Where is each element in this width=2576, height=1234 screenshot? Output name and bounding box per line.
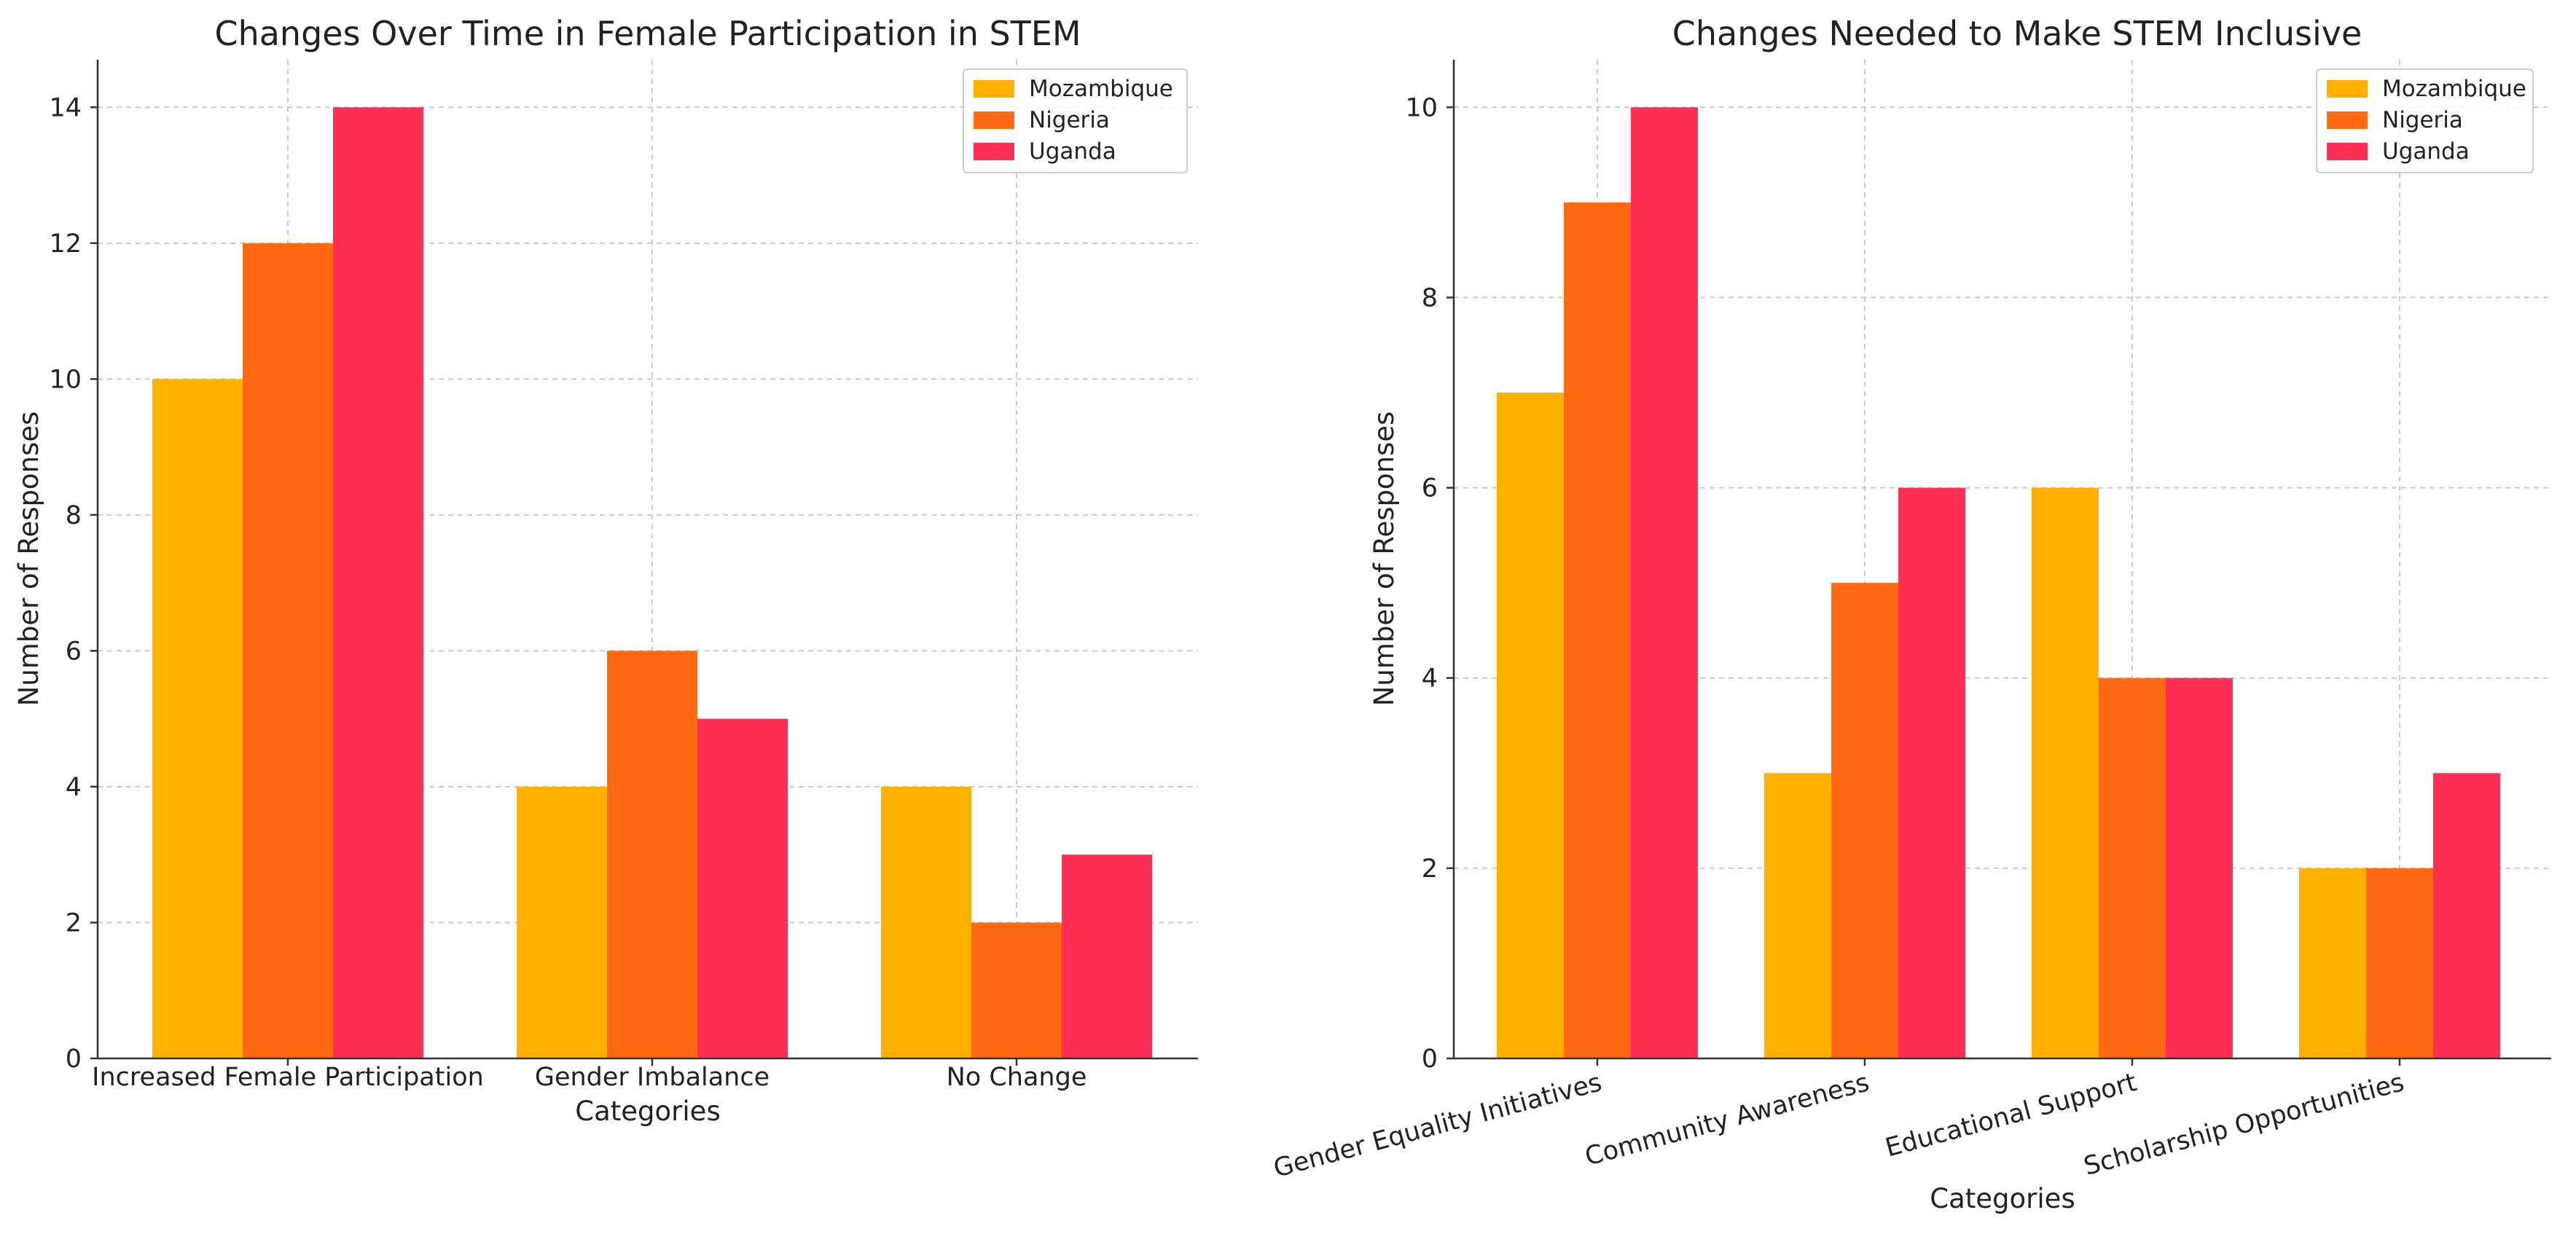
y-tick-label: 0 bbox=[1422, 1045, 1438, 1074]
bar-mozambique-3 bbox=[2032, 487, 2099, 1058]
legend-label-mozambique: Mozambique bbox=[2382, 76, 2526, 102]
bar-uganda-1 bbox=[333, 107, 423, 1058]
y-tick-label: 6 bbox=[1422, 474, 1438, 503]
y-tick-label: 8 bbox=[1422, 283, 1438, 313]
bar-nigeria-4 bbox=[2366, 868, 2433, 1058]
y-tick-label: 6 bbox=[66, 637, 82, 666]
legend-swatch-nigeria bbox=[2327, 111, 2368, 129]
legend-swatch-uganda bbox=[2327, 143, 2368, 160]
y-tick-label: 10 bbox=[1405, 93, 1438, 122]
legend-swatch-uganda bbox=[974, 143, 1014, 160]
legend-swatch-nigeria bbox=[974, 111, 1014, 129]
axes bbox=[96, 60, 1198, 1060]
chart-female-participation: Changes Over Time in Female Participatio… bbox=[13, 14, 1198, 1127]
bar-mozambique-2 bbox=[517, 786, 607, 1058]
bar-nigeria-2 bbox=[1831, 583, 1898, 1058]
bar-mozambique-4 bbox=[2299, 868, 2366, 1058]
bars bbox=[1497, 107, 2500, 1058]
bar-nigeria-1 bbox=[243, 243, 333, 1059]
legend: Mozambique Nigeria Uganda bbox=[2316, 68, 2534, 173]
bar-mozambique-1 bbox=[152, 379, 243, 1058]
y-tick-label: 12 bbox=[49, 229, 82, 259]
x-axis-label: Categories bbox=[575, 1096, 720, 1127]
bar-nigeria-3 bbox=[971, 922, 1062, 1058]
x-tick-label: Increased Female Participation bbox=[92, 1063, 484, 1092]
bar-uganda-2 bbox=[1898, 487, 1965, 1058]
y-tick-label: 10 bbox=[49, 365, 82, 394]
y-tick-label: 14 bbox=[49, 93, 82, 122]
x-tick-label: No Change bbox=[947, 1063, 1087, 1092]
x-ticks: Increased Female Participation Gender Imb… bbox=[92, 1058, 1087, 1092]
bar-nigeria-2 bbox=[607, 651, 697, 1058]
x-tick-label: Gender Imbalance bbox=[535, 1063, 770, 1092]
legend-swatch-mozambique bbox=[2327, 80, 2368, 98]
bar-mozambique-1 bbox=[1497, 393, 1564, 1058]
y-tick-label: 8 bbox=[66, 501, 82, 530]
legend-label-uganda: Uganda bbox=[1029, 138, 1116, 165]
bar-nigeria-1 bbox=[1564, 202, 1631, 1058]
bar-nigeria-3 bbox=[2099, 677, 2166, 1058]
legend: Mozambique Nigeria Uganda bbox=[963, 68, 1188, 173]
legend-label-uganda: Uganda bbox=[2382, 138, 2470, 165]
legend-swatch-mozambique bbox=[974, 80, 1014, 98]
axes bbox=[1452, 60, 2551, 1060]
y-tick-label: 4 bbox=[66, 773, 82, 802]
bar-uganda-3 bbox=[1062, 854, 1152, 1058]
y-tick-label: 2 bbox=[66, 908, 82, 938]
legend-frame bbox=[963, 68, 1188, 173]
y-ticks: 0 2 4 6 8 10 bbox=[1405, 93, 1454, 1074]
legend-label-nigeria: Nigeria bbox=[1029, 107, 1110, 133]
bar-mozambique-3 bbox=[881, 786, 971, 1058]
bar-uganda-1 bbox=[1631, 107, 1698, 1058]
bar-mozambique-2 bbox=[1764, 773, 1831, 1058]
chart-title: Changes Over Time in Female Participatio… bbox=[214, 14, 1081, 53]
y-axis-label: Number of Responses bbox=[1369, 412, 1400, 707]
y-tick-label: 4 bbox=[1422, 664, 1438, 693]
bars bbox=[152, 107, 1152, 1059]
legend-frame bbox=[2316, 68, 2534, 173]
bar-uganda-3 bbox=[2166, 677, 2233, 1058]
y-ticks: 0 2 4 6 8 10 12 14 bbox=[49, 93, 98, 1074]
y-tick-label: 0 bbox=[66, 1045, 82, 1074]
chart-title: Changes Needed to Make STEM Inclusive bbox=[1672, 14, 2362, 53]
y-tick-label: 2 bbox=[1422, 854, 1438, 884]
bar-uganda-4 bbox=[2433, 773, 2500, 1058]
x-axis-label: Categories bbox=[1930, 1183, 2075, 1214]
bar-uganda-2 bbox=[697, 718, 788, 1058]
legend-label-mozambique: Mozambique bbox=[1029, 76, 1173, 102]
y-axis-label: Number of Responses bbox=[13, 412, 44, 707]
legend-label-nigeria: Nigeria bbox=[2382, 107, 2463, 133]
